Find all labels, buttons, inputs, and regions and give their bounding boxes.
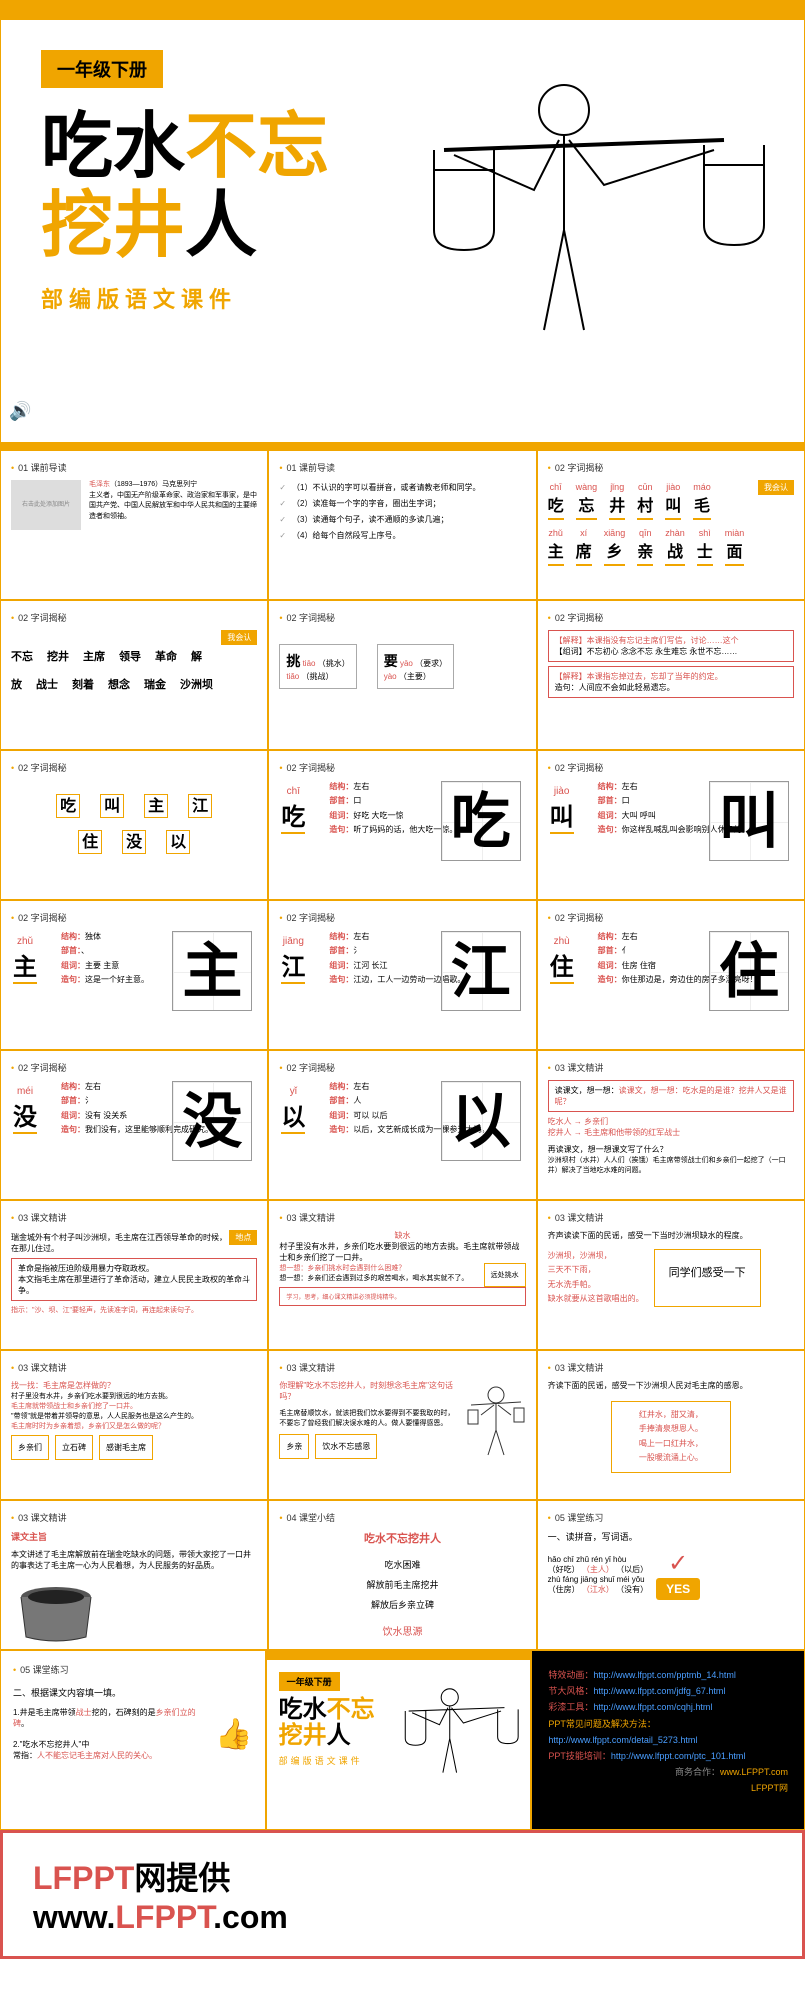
slide-r8c2: 04 课堂小结 吃水不忘挖井人 吃水困难 解放前毛主席挖井 解放后乡亲立碑 饮水… [268,1500,536,1650]
slide-r7c3: 03 课文精讲 齐读下面的民谣，感受一下沙洲坝人民对毛主席的感恩。 红井水，甜又… [537,1350,805,1500]
slide-r2c2: 02 字词揭秘 挑 tiāo （挑水） tiǎo （挑战） 要 yāo （要求）… [268,600,536,750]
link[interactable]: http://www.lfppt.com/jdfg_67.html [593,1686,725,1696]
carrier-illustration [404,50,784,390]
carrier-small-end [395,1675,525,1795]
slide-r6c2: 03 课文精讲 缺水 村子里没有水井，乡亲们吃水要到很远的地方去挑。毛主席就带领… [268,1200,536,1350]
slide-char-chi: 02 字词揭秘 chī吃 结构：左右 部首：口 组词：好吃 大吃一惊 造句：听了… [268,750,536,900]
slide-r1c3: 02 字词揭秘 我会认 chī吃wàng忘jǐng井cūn村jiào叫máo毛 … [537,450,805,600]
grade-badge: 一年级下册 [41,50,163,88]
slide-r5c3: 03 课文精讲 读课文，想一想：读课文，想一想：吃水是的是谁？挖井人又是谁呢？ … [537,1050,805,1200]
link[interactable]: http://www.lfppt.com/pptmb_14.html [593,1670,736,1680]
slide-char-zhu2: 02 字词揭秘 zhù住 结构：左右 部首：亻 组词：住房 住宿 造句：你住那边… [537,900,805,1050]
slide-r6c1: 03 课文精讲 地点 瑞金城外有个村子叫沙洲坝，毛主席在江西领导革命的时候，在那… [0,1200,268,1350]
slide-r7c1: 03 课文精讲 找一找：毛主席是怎样做的？ 村子里没有水井，乡亲们吃水要到很远的… [0,1350,268,1500]
slide-r9c1: 05 课堂练习 二、根据课文内容填一填。 1.井是毛主席带领战士挖的，石碑刻的是… [0,1650,266,1830]
image-placeholder: 右击此处添加图片 [11,480,81,530]
watermark-footer: LFPPT网提供 www.LFPPT.com [0,1830,805,1959]
slide-r1c1: 01 课前导读 右击此处添加图片 毛泽东（1893—1976）马克思列宁 主义者… [0,450,268,600]
well-icon [11,1577,101,1647]
slide-char-zhu: 02 字词揭秘 zhǔ主 结构：独体 部首：、 组词：主要 主意 造句：这是一个… [0,900,268,1050]
slide-r7c2: 03 课文精讲 你理解"吃水不忘挖井人，时刻想念毛主席"这句话吗？ 毛主席替顺饮… [268,1350,536,1500]
reading-checklist: （1）不认识的字可以看拼音，或者请教老师和同学。 （2）读准每一个字的字音，圈出… [279,480,525,544]
slide-char-jiang: 02 字词揭秘 jiāng江 结构：左右 部首：氵 组词：江河 长江 造句：江边… [268,900,536,1050]
slide-r1c2: 01 课前导读 （1）不认识的字可以看拼音，或者请教老师和同学。 （2）读准每一… [268,450,536,600]
slide-r3c1: 02 字词揭秘 吃叫主江 住没以 [0,750,268,900]
slide-char-mei: 02 字词揭秘 méi没 结构：左右 部首：氵 组词：没有 没关系 造句：我们没… [0,1050,268,1200]
slide-end-hero: 一年级下册 吃水不忘 挖井人 部编版语文课件 [266,1650,532,1830]
slide-r2c1: 02 字词揭秘 我会认 不忘挖井主席领导革命解放战士刻着想念瑞金沙洲坝 [0,600,268,750]
slide-char-jiao: 02 字词揭秘 jiào叫 结构：左右 部首：口 组词：大叫 呼叫 造句：你这样… [537,750,805,900]
slide-credits: 特效动画：http://www.lfppt.com/pptmb_14.html … [531,1650,805,1830]
slide-char-yi: 02 字词揭秘 yǐ以 结构：左右 部首：人 组词：可以 以后 造句：以后，文艺… [268,1050,536,1200]
slide-r6c3: 03 课文精讲 齐声读读下面的民谣，感受一下当时沙洲坝缺水的程度。 沙洲坝，沙洲… [537,1200,805,1350]
carrier-small [466,1380,526,1460]
speaker-icon: 🔊 [9,401,31,422]
link[interactable]: http://www.lfppt.com/detail_5273.html [548,1735,697,1745]
slide-r2c3: 02 字词揭秘 【解释】本课指没有忘记主席们写信，讨论……这个 【组词】不忘初心… [537,600,805,750]
hero-slide: 一年级下册 吃水不忘 挖井人 部编版语文课件 🔊 [0,0,805,450]
slide-r8c1: 03 课文精讲 课文主旨 本文讲述了毛主席解放前在瑞金吃缺水的问题，带领大家挖了… [0,1500,268,1650]
thumbs-up-icon: 👍 [215,1717,252,1752]
checkmark-icon: ✓ [668,1550,688,1577]
slide-r8c3: 05 课堂练习 一、读拼音，写词语。 hǎo chī zhǔ rén yǐ hò… [537,1500,805,1650]
footer-row: 05 课堂练习 二、根据课文内容填一填。 1.井是毛主席带领战士挖的，石碑刻的是… [0,1650,805,1830]
thumbnail-grid: 01 课前导读 右击此处添加图片 毛泽东（1893—1976）马克思列宁 主义者… [0,450,805,1650]
link[interactable]: http://www.lfppt.com/cqhj.html [593,1702,712,1712]
link[interactable]: http://www.lfppt.com/ptc_101.html [611,1751,746,1761]
